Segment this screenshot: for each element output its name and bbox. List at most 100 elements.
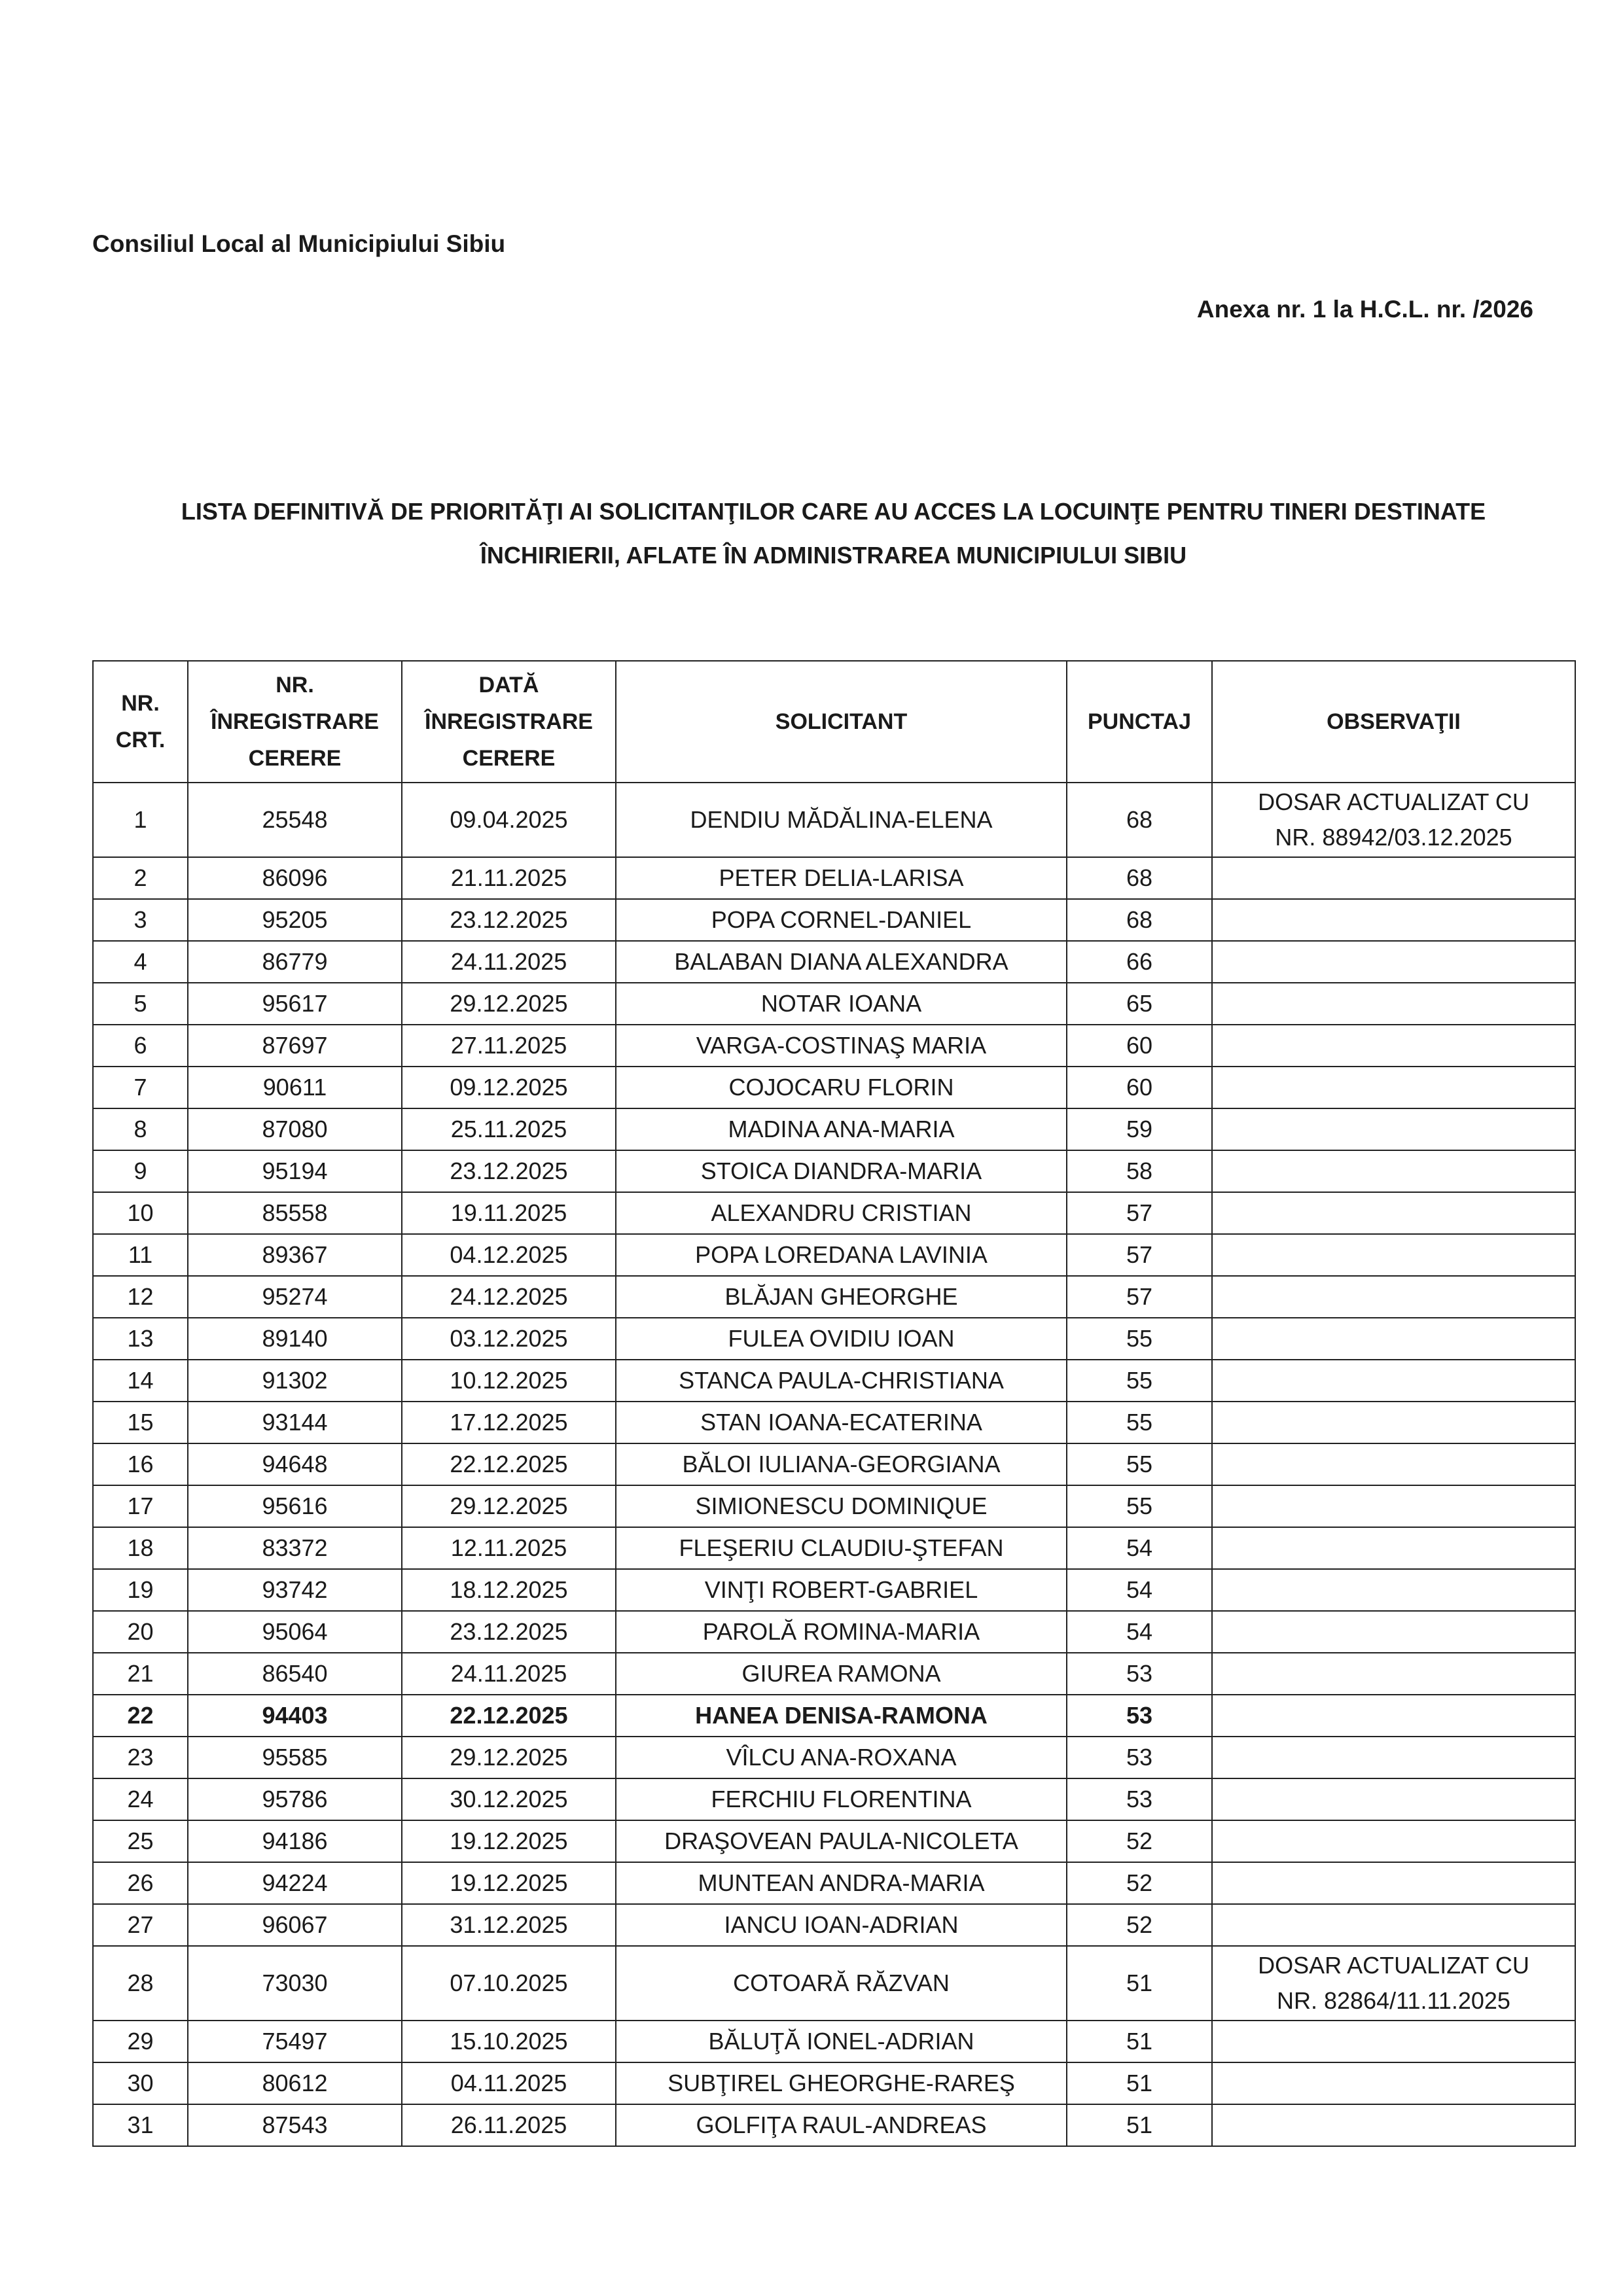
score: 55 [1066,1485,1213,1528]
score: 53 [1066,1694,1213,1737]
title-line-2: ÎNCHIRIERII, AFLATE ÎN ADMINISTRAREA MUN… [480,542,1187,569]
header-line: NR. [121,691,160,716]
applicant-name: PAROLĂ ROMINA-MARIA [615,1610,1067,1653]
registration-number: 94648 [187,1443,402,1486]
observations [1211,1862,1576,1905]
registration-number: 89140 [187,1317,402,1360]
registration-date: 22.12.2025 [401,1694,616,1737]
applicant-name: STOICA DIANDRA-MARIA [615,1150,1067,1193]
applicant-name: STAN IOANA-ECATERINA [615,1401,1067,1444]
registration-number: 95274 [187,1275,402,1318]
table-row: 5 95617 29.12.2025 NOTAR IOANA 65 [92,982,1576,1025]
observations [1211,1192,1576,1235]
col-applicant-header: SOLICITANT [615,660,1067,783]
observations [1211,1610,1576,1653]
row-number: 1 [92,782,188,858]
registration-date: 04.12.2025 [401,1233,616,1277]
header-line: OBSERVAŢII [1327,709,1461,734]
registration-date: 24.12.2025 [401,1275,616,1318]
row-number: 27 [92,1903,188,1947]
row-number: 17 [92,1485,188,1528]
registration-number: 93742 [187,1568,402,1612]
observations [1211,1150,1576,1193]
applicant-name: PETER DELIA-LARISA [615,857,1067,900]
observation-line: NR. 88942/03.12.2025 [1275,824,1512,851]
score: 51 [1066,2062,1213,2105]
registration-number: 90611 [187,1066,402,1109]
row-number: 8 [92,1108,188,1151]
applicant-name: FULEA OVIDIU IOAN [615,1317,1067,1360]
score: 60 [1066,1024,1213,1067]
header-line: NR. [276,673,314,698]
registration-number: 85558 [187,1192,402,1235]
table-row: 19 93742 18.12.2025 VINŢI ROBERT-GABRIEL 54 [92,1568,1576,1612]
observations [1211,1317,1576,1360]
observations [1211,1401,1576,1444]
applicant-name: SIMIONESCU DOMINIQUE [615,1485,1067,1528]
registration-number: 94224 [187,1862,402,1905]
row-number: 14 [92,1359,188,1402]
table-row: 1 25548 09.04.2025 DENDIU MĂDĂLINA-ELENA 68 D… [92,782,1576,858]
registration-number: 95616 [187,1485,402,1528]
score: 52 [1066,1862,1213,1905]
registration-number: 95194 [187,1150,402,1193]
score: 52 [1066,1903,1213,1947]
applicant-name: GIUREA RAMONA [615,1652,1067,1695]
applicant-name: NOTAR IOANA [615,982,1067,1025]
table-row: 28 73030 07.10.2025 COTOARĂ RĂZVAN 51 DOSAR A… [92,1945,1576,2021]
header-line: CERERE [462,746,556,771]
observations [1211,1820,1576,1863]
registration-date: 19.12.2025 [401,1862,616,1905]
registration-date: 17.12.2025 [401,1401,616,1444]
registration-number: 95064 [187,1610,402,1653]
row-number: 19 [92,1568,188,1612]
registration-number: 87543 [187,2104,402,2147]
table-row: 22 94403 22.12.2025 HANEA DENISA-RAMONA 53 [92,1694,1576,1737]
observations [1211,1024,1576,1067]
table-row: 13 89140 03.12.2025 FULEA OVIDIU IOAN 55 [92,1317,1576,1360]
score: 57 [1066,1192,1213,1235]
priority-list-table: NR. CRT. NR. ÎNREGISTRARE CERERE DATĂ ÎNREGIST… [92,660,1576,2147]
registration-number: 94186 [187,1820,402,1863]
registration-number: 91302 [187,1359,402,1402]
col-registration-date-header: DATĂ ÎNREGISTRARE CERERE [401,660,616,783]
table-row: 23 95585 29.12.2025 VÎLCU ANA-ROXANA 53 [92,1736,1576,1779]
header-line: CRT. [115,728,166,752]
score: 68 [1066,782,1213,858]
table-row: 17 95616 29.12.2025 SIMIONESCU DOMINIQUE 55 [92,1485,1576,1528]
score: 54 [1066,1610,1213,1653]
row-number: 11 [92,1233,188,1277]
row-number: 7 [92,1066,188,1109]
applicant-name: POPA CORNEL-DANIEL [615,898,1067,942]
table-row: 12 95274 24.12.2025 BLĂJAN GHEORGHE 57 [92,1275,1576,1318]
applicant-name: IANCU IOAN-ADRIAN [615,1903,1067,1947]
table-row: 25 94186 19.12.2025 DRAŞOVEAN PAULA-NICOLET… [92,1820,1576,1863]
row-number: 23 [92,1736,188,1779]
observations: DOSAR ACTUALIZAT CU NR. 88942/03.12.2025 [1211,782,1576,858]
table-row: 18 83372 12.11.2025 FLEŞERIU CLAUDIU-ŞTEFAN… [92,1527,1576,1570]
table-row: 21 86540 24.11.2025 GIUREA RAMONA 53 [92,1652,1576,1695]
issuing-authority: Consiliul Local al Municipiului Sibiu [92,230,506,257]
table-row: 24 95786 30.12.2025 FERCHIU FLORENTINA 53 [92,1778,1576,1821]
header-line: PUNCTAJ [1087,709,1192,734]
table-row: 9 95194 23.12.2025 STOICA DIANDRA-MARIA 58 [92,1150,1576,1193]
registration-date: 09.12.2025 [401,1066,616,1109]
score: 51 [1066,2020,1213,2063]
table-row: 26 94224 19.12.2025 MUNTEAN ANDRA-MARIA 52 [92,1862,1576,1905]
score: 68 [1066,857,1213,900]
score: 53 [1066,1778,1213,1821]
observations [1211,1275,1576,1318]
score: 52 [1066,1820,1213,1863]
row-number: 25 [92,1820,188,1863]
registration-number: 87080 [187,1108,402,1151]
row-number: 21 [92,1652,188,1695]
table-row: 11 89367 04.12.2025 POPA LOREDANA LAVINIA 57 [92,1233,1576,1277]
row-number: 10 [92,1192,188,1235]
applicant-name: VARGA-COSTINAŞ MARIA [615,1024,1067,1067]
applicant-name: BLĂJAN GHEORGHE [615,1275,1067,1318]
applicant-name: POPA LOREDANA LAVINIA [615,1233,1067,1277]
registration-number: 83372 [187,1527,402,1570]
observations [1211,1652,1576,1695]
registration-number: 73030 [187,1945,402,2021]
row-number: 26 [92,1862,188,1905]
